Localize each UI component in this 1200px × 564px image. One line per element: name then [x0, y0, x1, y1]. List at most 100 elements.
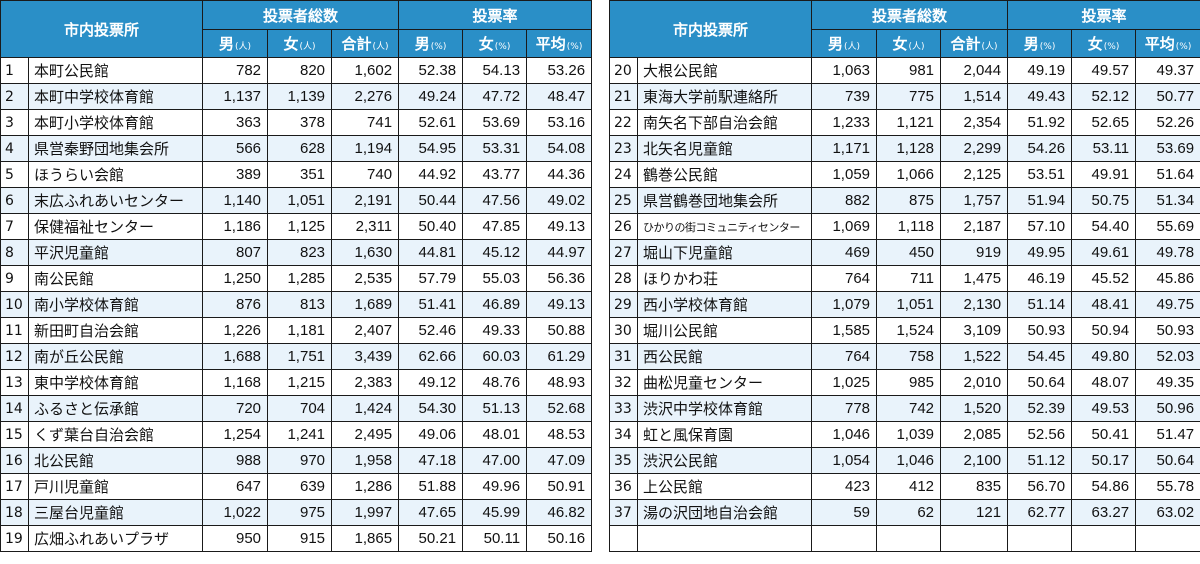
female-turnout: 54.13: [462, 57, 528, 84]
table-row: 10 南小学校体育館 876 813 1,689 51.41 46.89 49.13: [0, 291, 593, 318]
total-voters: 2,495: [331, 421, 400, 448]
female-turnout: 50.94: [1071, 317, 1137, 344]
polling-place-name: 南が丘公民館: [27, 343, 204, 370]
female-turnout: 50.11: [462, 525, 528, 552]
male-turnout: 49.06: [398, 421, 464, 448]
table-row: 18 三屋台児童館 1,022 975 1,997 47.65 45.99 46.82: [0, 499, 593, 526]
average-turnout: 63.02: [1135, 499, 1200, 526]
polling-place-number: 18: [0, 499, 29, 526]
average-turnout: 50.93: [1135, 317, 1200, 344]
male-turnout: 52.61: [398, 109, 464, 136]
average-turnout: 50.77: [1135, 83, 1200, 110]
female-voters: 1,125: [267, 213, 333, 240]
polling-place-number: 24: [609, 161, 638, 188]
table-row: 37 湯の沢団地自治会館 59 62 121 62.77 63.27 63.02: [609, 499, 1200, 526]
female-voters: 1,524: [876, 317, 942, 344]
female-count-header: 女(人): [267, 29, 333, 58]
polling-place-name: 大根公民館: [636, 57, 813, 84]
table-row: 26 ひかりの街コミュニティセンター 1,069 1,118 2,187 57.10 54.…: [609, 213, 1200, 240]
female-voters: 1,051: [267, 187, 333, 214]
table-row: 4 県営秦野団地集会所 566 628 1,194 54.95 53.31 54.08: [0, 135, 593, 162]
total-voters: 2,354: [940, 109, 1009, 136]
female-turnout: 54.86: [1071, 473, 1137, 500]
polling-place-number: 27: [609, 239, 638, 266]
male-turnout: 54.95: [398, 135, 464, 162]
male-voters: 1,254: [202, 421, 269, 448]
female-voters: 1,215: [267, 369, 333, 396]
rate-group-header: 投票率: [398, 0, 593, 30]
polling-place-name: ひかりの街コミュニティセンター: [636, 213, 813, 240]
male-voters: 1,688: [202, 343, 269, 370]
male-voters: 778: [811, 395, 878, 422]
right-results-table: 市内投票所 投票者総数 投票率 男(人) 女(人) 合計(人) 男(%) 女(%…: [608, 0, 1200, 552]
left-results-panel: 市内投票所 投票者総数 投票率 男(人) 女(人) 合計(人) 男(%) 女(%…: [0, 0, 593, 564]
total-voters: 2,125: [940, 161, 1009, 188]
female-voters: 1,139: [267, 83, 333, 110]
male-voters: 59: [811, 499, 878, 526]
table-row: 8 平沢児童館 807 823 1,630 44.81 45.12 44.97: [0, 239, 593, 266]
male-turnout: 46.19: [1007, 265, 1073, 292]
polling-place-number: 19: [0, 525, 29, 552]
table-row: 27 堀山下児童館 469 450 919 49.95 49.61 49.78: [609, 239, 1200, 266]
total-voters: 835: [940, 473, 1009, 500]
female-turnout: 49.57: [1071, 57, 1137, 84]
table-row: 20 大根公民館 1,063 981 2,044 49.19 49.57 49.37: [609, 57, 1200, 84]
average-turnout: 49.75: [1135, 291, 1200, 318]
female-voters: 975: [267, 499, 333, 526]
female-voters: 915: [267, 525, 333, 552]
female-voters: 1,121: [876, 109, 942, 136]
male-voters: 647: [202, 473, 269, 500]
polling-place-number: 2: [0, 83, 29, 110]
table-row: 21 東海大学前駅連絡所 739 775 1,514 49.43 52.12 50.77: [609, 83, 1200, 110]
table-row: 15 くず葉台自治会館 1,254 1,241 2,495 49.06 48.01 48.53: [0, 421, 593, 448]
female-count-header: 女(人): [876, 29, 942, 58]
male-voters: 782: [202, 57, 269, 84]
female-turnout: 53.31: [462, 135, 528, 162]
total-voters: 2,044: [940, 57, 1009, 84]
polling-place-name: 北矢名児童館: [636, 135, 813, 162]
male-voters: 1,022: [202, 499, 269, 526]
place-header: 市内投票所: [608, 0, 813, 58]
male-turnout: 44.92: [398, 161, 464, 188]
female-voters: 875: [876, 187, 942, 214]
polling-place-number: 9: [0, 265, 29, 292]
table-row: 32 曲松児童センター 1,025 985 2,010 50.64 48.07 49.35: [609, 369, 1200, 396]
table-row: 9 南公民館 1,250 1,285 2,535 57.79 55.03 56.36: [0, 265, 593, 292]
place-header: 市内投票所: [0, 0, 204, 58]
total-voters: 3,439: [331, 343, 400, 370]
table-row: 31 西公民館 764 758 1,522 54.45 49.80 52.03: [609, 343, 1200, 370]
total-voters: 1,424: [331, 395, 400, 422]
polling-place-number: 3: [0, 109, 29, 136]
male-turnout: 57.10: [1007, 213, 1073, 240]
polling-place-name: 渋沢中学校体育館: [636, 395, 813, 422]
male-turnout: 52.46: [398, 317, 464, 344]
male-turnout: 52.56: [1007, 421, 1073, 448]
polling-place-number: 37: [609, 499, 638, 526]
total-voters: 2,085: [940, 421, 1009, 448]
total-voters: 1,286: [331, 473, 400, 500]
male-turnout: 54.45: [1007, 343, 1073, 370]
polling-place-number: 14: [0, 395, 29, 422]
polling-place-number: 11: [0, 317, 29, 344]
total-voters: 1,958: [331, 447, 400, 474]
average-turnout: 49.37: [1135, 57, 1200, 84]
female-turnout: 50.17: [1071, 447, 1137, 474]
table-row: 19 広畑ふれあいプラザ 950 915 1,865 50.21 50.11 50.16: [0, 525, 593, 552]
female-voters: 1,285: [267, 265, 333, 292]
male-voters: 988: [202, 447, 269, 474]
polling-place-name: 県営秦野団地集会所: [27, 135, 204, 162]
female-turnout: 48.01: [462, 421, 528, 448]
empty-cell: [876, 525, 942, 552]
voters-group-header: 投票者総数: [811, 0, 1009, 30]
polling-place-number: 16: [0, 447, 29, 474]
table-row: 6 末広ふれあいセンター 1,140 1,051 2,191 50.44 47.56 49.0…: [0, 187, 593, 214]
table-row: 36 上公民館 423 412 835 56.70 54.86 55.78: [609, 473, 1200, 500]
male-voters: 1,063: [811, 57, 878, 84]
left-results-table: 市内投票所 投票者総数 投票率 男(人) 女(人) 合計(人) 男(%) 女(%…: [0, 0, 593, 552]
female-voters: 450: [876, 239, 942, 266]
male-voters: 807: [202, 239, 269, 266]
female-voters: 1,066: [876, 161, 942, 188]
female-turnout: 49.53: [1071, 395, 1137, 422]
polling-place-number: 1: [0, 57, 29, 84]
male-turnout: 50.93: [1007, 317, 1073, 344]
